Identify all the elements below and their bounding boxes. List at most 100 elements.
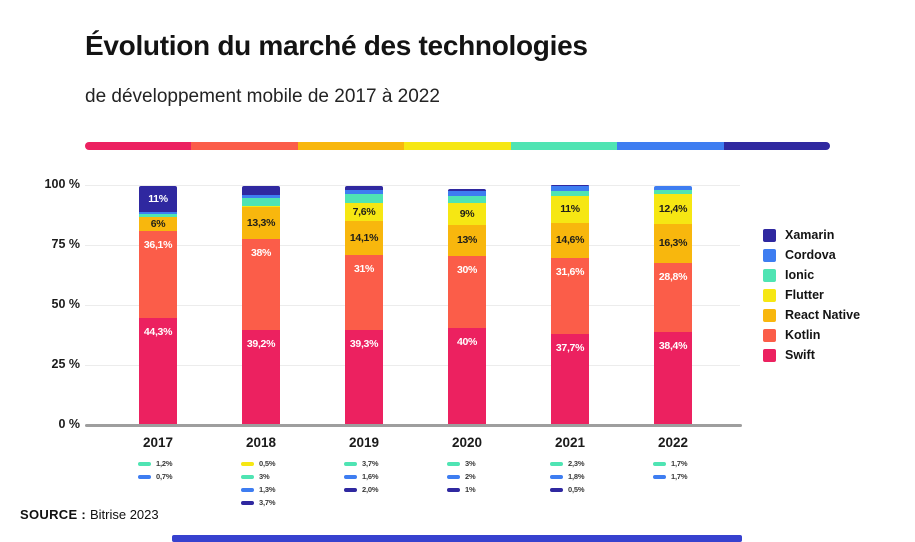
bar-segment-value-label: 39,2% xyxy=(246,337,276,350)
footnote-item: 1,2% xyxy=(138,459,173,468)
footnote-color-swatch xyxy=(344,461,357,466)
bar-segment: 11% xyxy=(551,196,589,223)
bar-segment-value-label: 44,3% xyxy=(143,325,173,338)
x-axis-category-label: 2022 xyxy=(657,435,689,450)
legend-item: Kotlin xyxy=(763,328,860,342)
bar-segment-value-label: 12,4% xyxy=(658,202,688,215)
y-axis-tick-label: 25 % xyxy=(51,357,81,371)
footnote-color-swatch xyxy=(241,474,254,479)
gridline xyxy=(85,365,740,366)
footnote-item: 1,8% xyxy=(550,472,585,481)
x-axis-category-label: 2018 xyxy=(245,435,277,450)
divider-segment xyxy=(85,142,192,150)
bar-segment xyxy=(242,198,280,206)
footnote-color-swatch xyxy=(241,461,254,466)
divider-segment xyxy=(297,142,405,150)
footnote-item: 3,7% xyxy=(241,498,276,507)
footnote-item: 1,6% xyxy=(344,472,379,481)
legend-label: Flutter xyxy=(785,288,824,302)
divider-segment xyxy=(191,142,298,150)
footnote-item: 1,3% xyxy=(241,485,276,494)
footnote-value-label: 3,7% xyxy=(259,498,276,507)
bar-segment-value-label: 6% xyxy=(150,217,166,230)
footnote-item: 0,7% xyxy=(138,472,173,481)
footnote-value-label: 2% xyxy=(465,472,476,481)
footnote-value-label: 0,7% xyxy=(156,472,173,481)
bar-segment xyxy=(551,186,589,191)
bar-segment-value-label: 16,3% xyxy=(658,237,688,250)
x-axis-category-label: 2017 xyxy=(142,435,174,450)
footnote-value-label: 2,3% xyxy=(568,459,585,468)
divider-segment xyxy=(404,142,511,150)
footnote-value-label: 0,5% xyxy=(568,485,585,494)
y-axis-tick-label: 50 % xyxy=(51,297,81,311)
y-axis-tick-label: 100 % xyxy=(44,177,80,191)
bar-segment xyxy=(654,185,692,190)
bar-footnote-legend: 0,5% 3% 1,3% 3,7% xyxy=(241,459,276,507)
footnote-item: 2% xyxy=(447,472,476,481)
bar-segment: 13,3% xyxy=(242,206,280,239)
bar-segment xyxy=(448,191,486,196)
bar-segment-value-label: 40% xyxy=(456,336,478,348)
footnote-value-label: 3,7% xyxy=(362,459,379,468)
bar-segment: 28,8% xyxy=(654,262,692,332)
footnote-color-swatch xyxy=(550,461,563,466)
bar-segment-value-label: 36,1% xyxy=(143,239,173,252)
y-axis-tick-label: 0 % xyxy=(58,417,80,431)
bar-segment: 40% xyxy=(448,328,486,424)
legend-item: Flutter xyxy=(763,288,860,302)
footnote-value-label: 1,8% xyxy=(568,472,585,481)
bar-segment: 11% xyxy=(139,185,177,213)
x-axis-category-label: 2021 xyxy=(554,435,586,450)
legend-label: Ionic xyxy=(785,268,815,282)
footnote-value-label: 0,5% xyxy=(259,459,276,468)
footnote-item: 1,7% xyxy=(653,472,688,481)
x-axis-baseline xyxy=(85,424,742,427)
legend-item: Cordova xyxy=(763,248,860,262)
bar-segment xyxy=(448,188,486,192)
bar-segment xyxy=(242,205,280,207)
bar-segment: 44,3% xyxy=(139,317,177,424)
legend-label: Swift xyxy=(785,348,815,362)
bar-segment xyxy=(448,196,486,204)
bar-segment: 30% xyxy=(448,256,486,328)
footnote-item: 0,5% xyxy=(241,459,276,468)
footnote-color-swatch xyxy=(138,474,151,479)
bar-segment: 38,4% xyxy=(654,331,692,424)
legend-color-swatch xyxy=(763,288,776,302)
footnote-color-swatch xyxy=(344,487,357,492)
footnote-item: 1,7% xyxy=(653,459,688,468)
footnote-item: 1% xyxy=(447,485,476,494)
bar-segment-value-label: 38% xyxy=(250,246,272,259)
footnote-value-label: 1,7% xyxy=(671,459,688,468)
bar-footnote-legend: 1,2% 0,7% xyxy=(138,459,173,481)
gridline xyxy=(85,305,740,306)
footnote-color-swatch xyxy=(241,500,254,505)
bar-segment: 39,2% xyxy=(242,329,280,424)
color-divider-bar xyxy=(85,142,830,150)
footnote-color-swatch xyxy=(138,461,151,466)
chart-legend: Xamarin Cordova Ionic Flutter React Native Ko… xyxy=(763,228,860,362)
legend-color-swatch xyxy=(763,308,776,322)
divider-segment xyxy=(510,142,618,150)
x-axis-category-label: 2020 xyxy=(451,435,483,450)
footnote-value-label: 3% xyxy=(465,459,476,468)
bar-footnote-legend: 1,7% 1,7% xyxy=(653,459,688,481)
bar-segment-value-label: 28,8% xyxy=(658,270,688,283)
legend-color-swatch xyxy=(763,248,776,262)
footnote-value-label: 1,6% xyxy=(362,472,379,481)
legend-item: Ionic xyxy=(763,268,860,282)
bar-segment xyxy=(139,213,177,217)
legend-label: Xamarin xyxy=(785,228,835,242)
bar-segment: 14,6% xyxy=(551,222,589,258)
page-title: Évolution du marché des technologies xyxy=(85,30,588,61)
footnote-item: 2,0% xyxy=(344,485,379,494)
y-axis-tick-label: 75 % xyxy=(51,237,81,251)
divider-segment xyxy=(617,142,724,150)
source-label: SOURCE : xyxy=(20,507,86,522)
legend-color-swatch xyxy=(763,348,776,362)
footnote-value-label: 2,0% xyxy=(362,485,379,494)
footnote-color-swatch xyxy=(653,474,666,479)
